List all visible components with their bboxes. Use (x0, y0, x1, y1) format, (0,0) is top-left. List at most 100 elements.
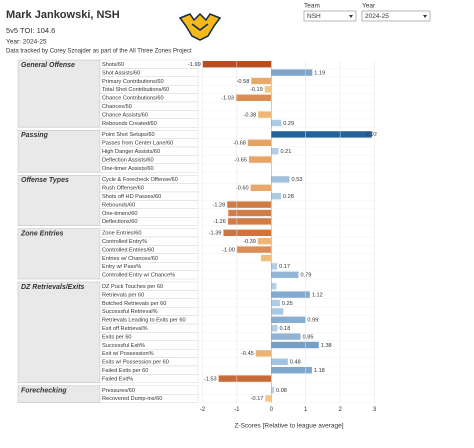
bar (235, 94, 272, 101)
title: Mark Jankowski, NSH (6, 9, 120, 21)
value-label: -1.00 (222, 247, 235, 253)
bar (247, 139, 272, 146)
group-cell (17, 281, 101, 384)
row-cell (99, 394, 199, 403)
row-label: Point Shot Setups/60 (102, 132, 155, 138)
value-label: 0.25 (282, 301, 293, 307)
row-label: Failed Exit% (102, 376, 133, 382)
bar (257, 238, 272, 245)
bar (223, 229, 272, 236)
bar (271, 316, 306, 323)
value-label: -0.65 (234, 157, 247, 163)
row-label: Exits per 60 (102, 334, 132, 340)
bar (251, 77, 272, 85)
bar (271, 325, 278, 332)
row-label: Controlled Entry w/ Chance% (102, 273, 175, 279)
bar (271, 69, 313, 76)
row-label: Successful Exit% (102, 343, 145, 349)
year-dropdown[interactable]: 2024-25 (361, 10, 431, 22)
row-label: Total Shot Contributions/60 (102, 87, 169, 93)
bar (271, 367, 312, 374)
row-label: Controlled Entry% (102, 239, 147, 245)
row-cell (99, 270, 199, 280)
row-label: Shot Assists/60 (102, 70, 140, 76)
bar (260, 254, 272, 262)
bar (271, 291, 310, 298)
group-label: Passing (21, 132, 49, 139)
bar (271, 176, 290, 183)
row-label: Botched Retrievals per 60 (102, 301, 166, 307)
group-label: Forechecking (21, 388, 67, 395)
group-label: General Offense (21, 62, 75, 69)
row-label: Chance Contributions/60 (102, 96, 164, 102)
x-tick-label: 3 (373, 407, 377, 413)
arrow (423, 15, 427, 18)
team-dropdown[interactable]: NSH (303, 10, 357, 22)
arrow (349, 15, 353, 18)
row-label: Cycle & Forecheck Offense/60 (102, 177, 178, 183)
value-label: 0.29 (283, 121, 294, 127)
row-label: DZ Puck Touches per 60 (102, 284, 163, 290)
row-label: Zone Entries/60 (102, 231, 142, 237)
bar (271, 148, 279, 155)
team-select[interactable] (303, 10, 357, 22)
bar (258, 111, 272, 118)
bar (271, 341, 319, 349)
value-label: 0.17 (279, 264, 290, 270)
row-label: Shots off HD Passes/60 (102, 194, 161, 200)
row-label: Primary Contributions/60 (102, 79, 164, 85)
row-label: Passes from Center Lane/60 (102, 141, 173, 147)
credit: Data tracked by Corey Sznajder as part o… (6, 49, 192, 55)
logo (178, 12, 222, 41)
row-label: Pressures/60 (102, 388, 135, 394)
value-label: -1.39 (209, 231, 222, 237)
team-value: NSH (307, 13, 321, 20)
value-label: -0.60 (236, 186, 249, 192)
row-label: Exit w/ Possession% (102, 351, 154, 357)
value-label: -1.28 (212, 202, 225, 208)
row-label: Exits w/ Possession per 60 (102, 360, 169, 366)
year: Year: 2024-25 (6, 39, 47, 46)
row-label: Successful Retrieval% (102, 309, 158, 315)
row-label: High Danger Assists/60 (102, 149, 160, 155)
bar (218, 375, 272, 382)
bar (271, 333, 301, 340)
bar (228, 209, 272, 217)
row-cell (99, 163, 199, 173)
value-label: -0.38 (243, 112, 256, 118)
value-label: -1.26 (213, 219, 226, 225)
row-label: Entry w/ Pass% (102, 264, 141, 270)
row-label: Exit off Retrieval% (102, 326, 148, 332)
x-axis-title: Z-Scores [Relative to league average] (234, 423, 343, 430)
row-label: Rebounds/60 (102, 202, 135, 208)
group-label: DZ Retrievals/Exits (21, 284, 85, 291)
row-label: Deflections/60 (102, 219, 137, 225)
group-cell (17, 174, 101, 226)
row-label: Chance Assists/60 (102, 112, 148, 118)
bar (271, 308, 284, 315)
bar (250, 184, 272, 191)
value-label: 0.99 (307, 318, 318, 324)
row-label: Failed Exits per 60 (102, 368, 148, 374)
row-label: One-timer Assists/60 (102, 166, 154, 172)
bar (271, 299, 280, 307)
bar (264, 86, 272, 93)
x-tick-label: -1 (234, 407, 240, 413)
bar (271, 358, 288, 365)
year-select[interactable] (361, 10, 431, 22)
value-label: 0.28 (283, 194, 294, 200)
row-cell (99, 118, 199, 128)
value-label: -1.03 (221, 96, 234, 102)
bar (255, 350, 272, 357)
bar (271, 119, 282, 127)
row-label: Controlled Entries/60 (102, 247, 154, 253)
value-label: 0.85 (303, 334, 314, 340)
year-value: 2024-25 (365, 13, 389, 20)
value-label: -0.58 (237, 79, 250, 85)
bar (265, 395, 272, 402)
bar (271, 283, 277, 290)
group-label: Zone Entries (20, 230, 64, 237)
row-cell (99, 216, 199, 226)
row-label: One-timers/60 (102, 211, 137, 217)
